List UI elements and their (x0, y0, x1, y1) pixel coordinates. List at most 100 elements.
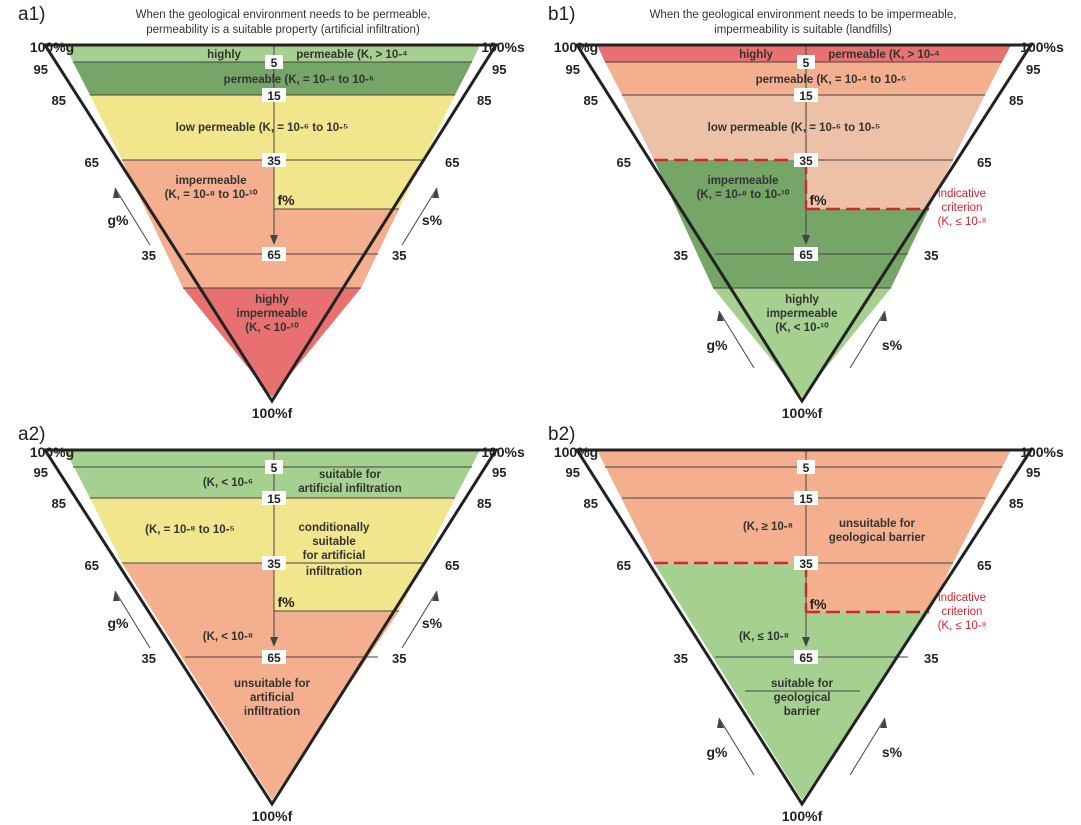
tick-s-85: 85 (477, 496, 491, 511)
criterion-label-2: criterion (942, 202, 983, 214)
zone-suitable (654, 563, 929, 800)
zone-label-highly-permeable: permeable (K, > 10-⁴ (828, 49, 940, 61)
zone-label-conditional-4: infiltration (306, 566, 362, 578)
tick-s-35: 35 (924, 248, 938, 263)
tick-f-5: 5 (271, 56, 278, 70)
tick-g-85: 85 (52, 93, 66, 108)
axis-g: g% (707, 744, 729, 760)
s-axis-arrowhead (432, 188, 439, 198)
tick-g-95: 95 (34, 62, 48, 77)
tick-s-65: 65 (445, 558, 459, 573)
tick-f-5: 5 (803, 461, 810, 475)
triangle-outline (574, 448, 1034, 807)
corner-s: 100%s (1020, 39, 1064, 55)
zone-label-highly-permeable: permeable (K, > 10-⁴ (296, 49, 408, 61)
zone-label-impermeable: impermeable (708, 175, 779, 187)
zone-low-permeable-lower (806, 160, 953, 209)
tick-f-35: 35 (799, 154, 813, 168)
zone-label-highly-impermeable-1: highly (255, 294, 289, 306)
tick-f-15: 15 (799, 492, 813, 506)
tick-f-5: 5 (271, 461, 278, 475)
zone-highly-impermeable (183, 288, 361, 397)
zone-label-highly-impermeable-k: (K, < 10-¹⁰ (775, 321, 829, 334)
corner-f: 100%f (252, 405, 293, 421)
indicative-criterion-line (654, 158, 929, 211)
zone-label-impermeable: impermeable (176, 175, 247, 187)
panel-a1-caption-line2: permeability is a suitable property (art… (146, 24, 420, 36)
axis-f: f% (809, 192, 827, 208)
zone-highly-permeable (597, 45, 1011, 62)
panel-a1-caption-line1: When the geological environment needs to… (136, 9, 431, 21)
panel-a1-label: a1) (18, 4, 45, 25)
corner-s: 100%s (1020, 444, 1064, 460)
zone-label-permeable: permeable (K, = 10-⁴ to 10-⁶ (224, 74, 375, 86)
zone-label-unsuitable-1: unsuitable for (234, 678, 311, 690)
zone-label-suitable-1: suitable for (319, 469, 382, 481)
criterion-label-2: criterion (942, 606, 983, 618)
zone-label-conditional-1: conditionally (299, 522, 371, 534)
zone-unsuitable-lower (806, 563, 953, 612)
zone-label-conditional-3: for artificial (303, 550, 366, 562)
s-axis-arrowhead (432, 591, 439, 601)
s-axis-arrowhead (880, 718, 887, 728)
panel-b1-caption-line1: When the geological environment needs to… (650, 9, 957, 21)
axis-f: f% (277, 594, 295, 610)
axis-s: s% (882, 744, 903, 760)
tick-g-65: 65 (617, 558, 631, 573)
zone-low-permeable-upper (622, 95, 985, 160)
tick-f-5: 5 (803, 56, 810, 70)
tick-g-85: 85 (584, 93, 598, 108)
tick-s-35: 35 (924, 651, 938, 666)
axis-s: s% (422, 615, 443, 631)
s-axis-arrowhead (880, 311, 887, 321)
tick-f-65: 65 (267, 248, 281, 262)
axis-f: f% (277, 192, 295, 208)
corner-g: 100%g (30, 444, 74, 460)
axis-g: g% (108, 212, 130, 228)
tick-s-85: 85 (477, 93, 491, 108)
corner-g: 100%g (30, 39, 74, 55)
zone-label-highly-impermeable-k: (K, < 10-¹⁰ (245, 321, 299, 334)
zone-unsuitable-upper (597, 450, 1011, 563)
corner-f: 100%f (252, 808, 293, 824)
tick-g-65: 65 (85, 155, 99, 170)
g-axis-arrowhead (717, 311, 724, 321)
zone-label-low-permeable: low permeable (K, = 10-⁶ to 10-⁵ (708, 122, 881, 134)
f-axis-arrowhead (270, 235, 278, 245)
tick-g-65: 65 (617, 155, 631, 170)
zone-label-suitable-k: (K, < 10-⁶ (203, 477, 253, 489)
zone-label-highly: highly (739, 49, 773, 61)
panel-a1: a1) When the geological environment need… (18, 4, 525, 421)
panel-a2: a2) 100%g 100%s 100%f 95 85 65 35 95 85 … (18, 424, 525, 824)
zone-highly-impermeable (713, 288, 891, 397)
zone-label-conditional-2: suitable (312, 536, 355, 548)
zone-label-suitable-1: suitable for (771, 678, 834, 690)
corner-g: 100%g (554, 39, 598, 55)
zone-label-highly: highly (207, 49, 241, 61)
zone-label-suitable-k: (K, ≤ 10-⁸ (739, 631, 789, 643)
tick-f-65: 65 (799, 248, 813, 262)
zone-label-highly-impermeable-1: highly (785, 294, 819, 306)
tick-g-35: 35 (674, 651, 688, 666)
axis-f: f% (809, 596, 827, 612)
zone-label-unsuitable-2: artificial (250, 692, 294, 704)
tick-g-65: 65 (85, 558, 99, 573)
axis-s: s% (422, 212, 443, 228)
g-axis-arrowhead (717, 718, 724, 728)
tick-s-85: 85 (1009, 496, 1023, 511)
zone-label-unsuitable-k: (K, < 10-⁸ (203, 631, 254, 643)
tick-g-95: 95 (566, 62, 580, 77)
corner-s: 100%s (481, 39, 525, 55)
tick-g-35: 35 (674, 248, 688, 263)
tick-s-95: 95 (492, 465, 506, 480)
tick-f-65: 65 (799, 651, 813, 665)
zone-label-suitable-2: artificial infiltration (298, 483, 402, 495)
triangle-outline (42, 43, 499, 404)
zone-label-unsuitable-1: unsuitable for (839, 518, 916, 530)
criterion-label-1: indicative (938, 592, 986, 604)
axis-g: g% (707, 337, 729, 353)
criterion-label-k: (K, ≤ 10-⁸ (938, 216, 987, 228)
zone-label-suitable-3: barrier (784, 706, 821, 718)
f-axis-arrowhead (270, 637, 278, 647)
